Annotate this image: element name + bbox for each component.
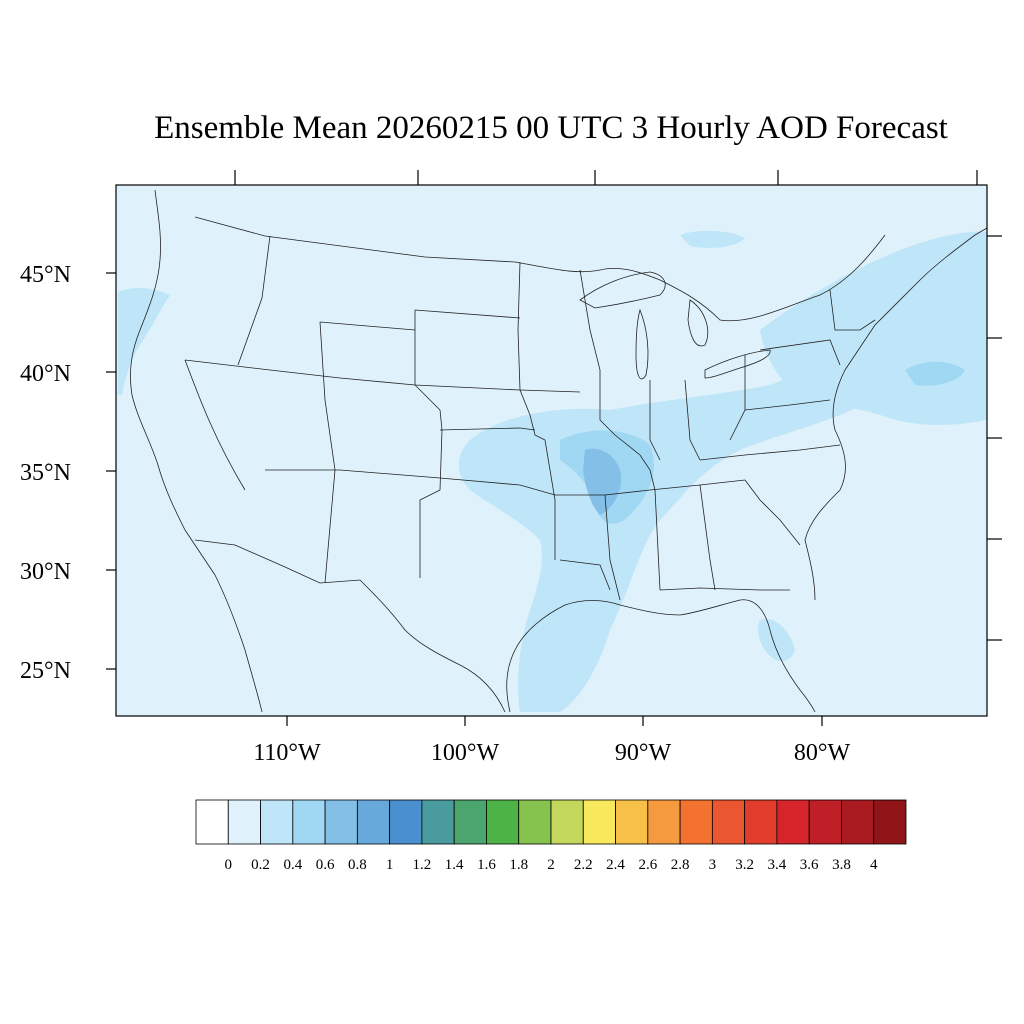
aod-region-0.6-0.8-ar [583,448,622,515]
colorbar-box [292,799,326,845]
colorbar-box [776,799,810,845]
aod-region-0.2-0.4-central [458,345,870,712]
colorbar-box [518,799,552,845]
colorbar-label: 2.2 [574,857,593,873]
lat-label-35n: 35°N [20,460,71,486]
great-lakes-erie [704,349,771,379]
us-canada-border [194,216,886,322]
colorbar-box [227,799,261,845]
colorbar-label: 0 [225,857,233,873]
colorbar-label: 1.4 [445,857,464,873]
colorbar-box [389,799,423,845]
colorbar-label: 1.2 [413,857,432,873]
colorbar-box [841,799,875,845]
colorbar-box [808,799,842,845]
colorbar-label: 1 [386,857,394,873]
colorbar-label: 4 [870,857,878,873]
colorbar-label: 3 [709,857,717,873]
us-mexico-border [194,539,506,713]
colorbar-box [550,799,584,845]
map-title: Ensemble Mean 20260215 00 UTC 3 Hourly A… [154,110,948,146]
colorbar-box [453,799,487,845]
colorbar-label: 0.8 [348,857,367,873]
colorbar-box [647,799,681,845]
coastline-atlantic [804,227,987,601]
colorbar-label: 3.8 [832,857,851,873]
colorbar-box [582,799,616,845]
lat-label-30n: 30°N [20,559,71,585]
colorbar-label: 2.4 [606,857,625,873]
colorbar-box [615,799,649,845]
colorbar-label: 0.4 [283,857,302,873]
lon-label-100w: 100°W [431,740,500,766]
colorbar-label: 2 [547,857,555,873]
lon-label-80w: 80°W [794,740,851,766]
colorbar-box [356,799,391,845]
colorbar-label: 3.2 [735,857,754,873]
ticks [106,170,1002,726]
lat-label-25n: 25°N [20,658,71,684]
colorbar-label: 2.8 [671,857,690,873]
lon-label-90w: 90°W [615,740,672,766]
aod-region-0.2-0.4-wy [680,230,745,248]
coastline-gulf [506,599,816,713]
colorbar-box [744,799,778,845]
lon-label-110w: 110°W [253,740,321,766]
colorbar-labels: 0 0.2 0.4 0.6 0.8 1 1.2 1.4 1.6 1.8 2 2.2 2.4 2.6 2.8 3… [225,857,878,873]
colorbar-label: 3.6 [800,857,819,873]
colorbar-label: 2.6 [638,857,657,873]
colorbar-label: 0.2 [251,857,270,873]
colorbar-box [195,799,229,845]
great-lakes-huron [687,299,709,347]
aod-region-0.2-0.4-west [118,288,170,395]
coastline [130,189,263,713]
colorbar-label: 0.6 [316,857,335,873]
colorbar-box [873,799,907,845]
lat-label-45n: 45°N [20,262,71,288]
colorbar-label: 1.6 [477,857,496,873]
lat-label-40n: 40°N [20,361,71,387]
aod-region-0.2-0.4-florida [757,619,795,662]
aod-region-0.4-0.6-atl [905,361,965,386]
great-lakes-michigan [635,308,649,380]
map-frame [115,184,988,717]
aod-shading [118,230,987,712]
colorbar-label: 3.4 [768,857,787,873]
boundaries [130,189,987,713]
colorbar-box [486,799,520,845]
colorbar-label: 1.8 [509,857,528,873]
colorbar-box [260,799,294,845]
colorbar-box [421,799,455,845]
colorbar-box [711,799,746,845]
colorbar-box [679,799,713,845]
colorbar-box [324,799,358,845]
colorbar [195,799,907,845]
